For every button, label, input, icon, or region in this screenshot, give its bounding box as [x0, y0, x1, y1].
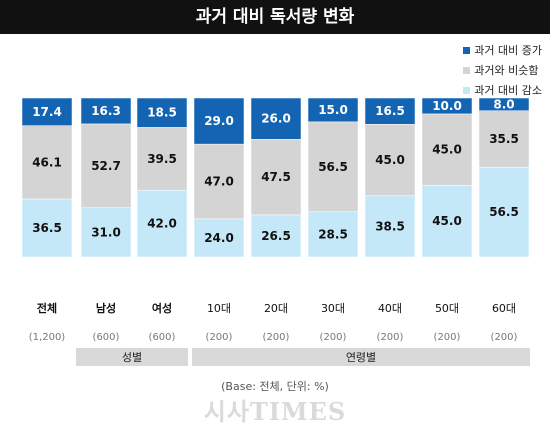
- category-label: 30대: [321, 302, 345, 315]
- legend-swatch-decrease: [463, 86, 471, 94]
- group-label-gender: 성별: [122, 351, 142, 364]
- chart-title: 과거 대비 독서량 변화: [0, 0, 550, 34]
- data-label: 16.5: [375, 104, 405, 118]
- base-size-label: (600): [149, 332, 176, 343]
- data-label: 26.5: [261, 229, 291, 243]
- category-label: 10대: [207, 302, 231, 315]
- bar-segment: [193, 97, 245, 145]
- bar-segment: [421, 185, 473, 258]
- base-size-label: (200): [206, 332, 233, 343]
- base-size-label: (200): [377, 332, 404, 343]
- bar-segment: [136, 127, 188, 191]
- bar-segment: [21, 198, 73, 258]
- legend-item-decrease: 과거 대비 감소: [463, 80, 542, 100]
- data-label: 18.5: [147, 106, 177, 120]
- base-size-label: (200): [491, 332, 518, 343]
- bar-segment: [80, 123, 132, 208]
- data-label: 36.5: [32, 221, 62, 235]
- data-label: 45.0: [432, 214, 462, 228]
- category-label: 40대: [378, 302, 402, 315]
- base-size-label: (600): [93, 332, 120, 343]
- data-label: 56.5: [318, 160, 348, 174]
- data-label: 56.5: [489, 205, 519, 219]
- bar-segment: [193, 143, 245, 220]
- data-label: 45.0: [432, 143, 462, 157]
- base-size-label: (1,200): [29, 332, 66, 343]
- data-label: 52.7: [91, 159, 121, 173]
- bar-segment: [421, 113, 473, 186]
- data-label: 45.0: [375, 153, 405, 167]
- data-label: 10.0: [432, 99, 462, 113]
- bar-segment: [421, 97, 473, 115]
- legend-swatch-increase: [463, 46, 471, 54]
- data-label: 17.4: [32, 105, 62, 119]
- data-label: 42.0: [147, 217, 177, 231]
- legend-label-increase: 과거 대비 증가: [474, 44, 542, 57]
- bar-segment: [250, 214, 302, 258]
- bar-segment: [307, 121, 359, 212]
- legend-swatch-similar: [463, 66, 471, 74]
- group-label-age: 연령별: [346, 351, 376, 364]
- base-note: (Base: 전체, 단위: %): [221, 380, 329, 393]
- data-label: 15.0: [318, 103, 348, 117]
- group-band-gender: [76, 348, 188, 366]
- group-band-age: [192, 348, 530, 366]
- data-label: 47.5: [261, 170, 291, 184]
- category-label: 여성: [152, 301, 172, 315]
- bar-segment: [21, 125, 73, 200]
- base-size-label: (200): [320, 332, 347, 343]
- bar-segment: [193, 218, 245, 258]
- bar-segment: [80, 97, 132, 125]
- category-label: 남성: [96, 301, 116, 315]
- bar-segment: [478, 110, 530, 168]
- category-label: 60대: [492, 302, 516, 315]
- legend-item-increase: 과거 대비 증가: [463, 40, 542, 60]
- data-label: 24.0: [204, 231, 234, 245]
- legend-item-similar: 과거와 비슷함: [463, 60, 542, 80]
- legend-label-decrease: 과거 대비 감소: [474, 84, 542, 97]
- bar-segment: [364, 97, 416, 125]
- legend-label-similar: 과거와 비슷함: [474, 64, 539, 77]
- bar-segment: [136, 189, 188, 258]
- bar-segment: [364, 123, 416, 197]
- data-label: 35.5: [489, 132, 519, 146]
- category-label: 50대: [435, 302, 459, 315]
- bar-segment: [364, 195, 416, 258]
- bar-segment: [478, 166, 530, 258]
- data-label: 46.1: [32, 155, 62, 169]
- bar-segment: [307, 211, 359, 258]
- data-label: 29.0: [204, 114, 234, 128]
- base-size-label: (200): [263, 332, 290, 343]
- data-label: 8.0: [493, 97, 514, 111]
- data-label: 39.5: [147, 152, 177, 166]
- stacked-bar-chart: 36.5 46.1 17.4 31.0 52.7 16.3 42.0 39.5 18.5 24.0…: [21, 97, 530, 366]
- data-label: 26.0: [261, 112, 291, 126]
- bar-segment: [136, 97, 188, 128]
- category-label: 20대: [264, 302, 288, 315]
- category-label: 전체: [37, 301, 57, 315]
- watermark-logo: 시사TIMES: [203, 397, 347, 426]
- data-label: 16.3: [91, 104, 121, 118]
- bar-segment: [250, 139, 302, 216]
- data-label: 38.5: [375, 219, 405, 233]
- base-size-label: (200): [434, 332, 461, 343]
- bar-segment: [307, 97, 359, 123]
- data-label: 31.0: [91, 225, 121, 239]
- bar-segment: [21, 97, 73, 126]
- data-label: 47.0: [204, 174, 234, 188]
- legend: 과거 대비 증가 과거와 비슷함 과거 대비 감소: [463, 40, 542, 100]
- bar-segment: [250, 97, 302, 140]
- bar-segment: [478, 97, 530, 111]
- data-label: 28.5: [318, 227, 348, 241]
